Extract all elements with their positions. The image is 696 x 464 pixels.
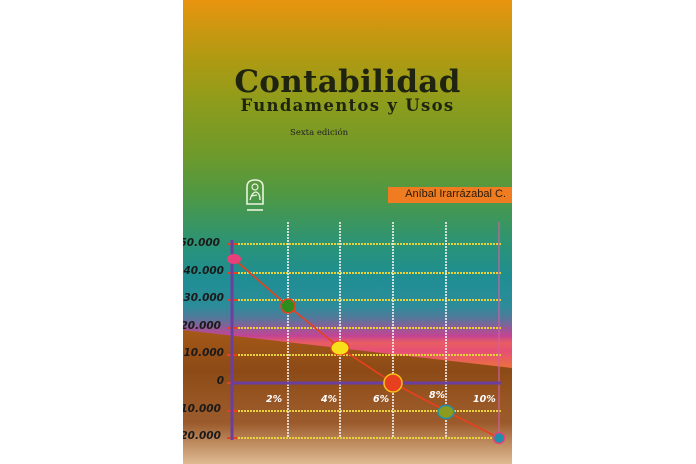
book-subtitle: Fundamentos y Usos [240, 96, 455, 115]
y-tick-label: 10.000 [183, 347, 224, 359]
marker-2pct [280, 298, 296, 314]
y-tick-label: -20.000 [183, 430, 221, 442]
edition-label: Sexta edición [290, 128, 349, 138]
y-tick-label: 40.000 [183, 265, 224, 277]
bottom-fade [183, 395, 512, 464]
x-tick-label: 2% [266, 394, 283, 405]
book-cover: Contabilidad Fundamentos y Usos Sexta ed… [183, 0, 512, 464]
marker-0pct [227, 254, 241, 264]
vertical-gridlines [287, 222, 447, 438]
author-name: Aníbal Irarrázabal C. [405, 188, 506, 200]
y-tick-label: 30.000 [183, 292, 224, 304]
x-tick-label: 6% [373, 394, 390, 405]
author-label-box: Aníbal Irarrázabal C. [388, 187, 512, 203]
cover-chart [227, 222, 506, 445]
horizontal-gridlines [235, 243, 501, 439]
book-title: Contabilidad [234, 64, 461, 100]
marker-8pct [437, 404, 455, 420]
y-tick-label: -10.000 [183, 403, 221, 415]
y-tick-label: 0 [216, 375, 224, 387]
marker-10pct [492, 431, 506, 445]
y-tick-label: 50.000 [183, 237, 220, 249]
marker-6pct [383, 373, 403, 393]
marker-4pct [330, 340, 350, 356]
publisher-logo-icon [246, 179, 264, 211]
data-line [233, 258, 500, 439]
x-tick-label: 10% [473, 394, 496, 405]
y-tick-label: 20.000 [183, 320, 221, 332]
x-tick-label: 4% [321, 394, 338, 405]
x-tick-label: 8% [429, 390, 446, 401]
